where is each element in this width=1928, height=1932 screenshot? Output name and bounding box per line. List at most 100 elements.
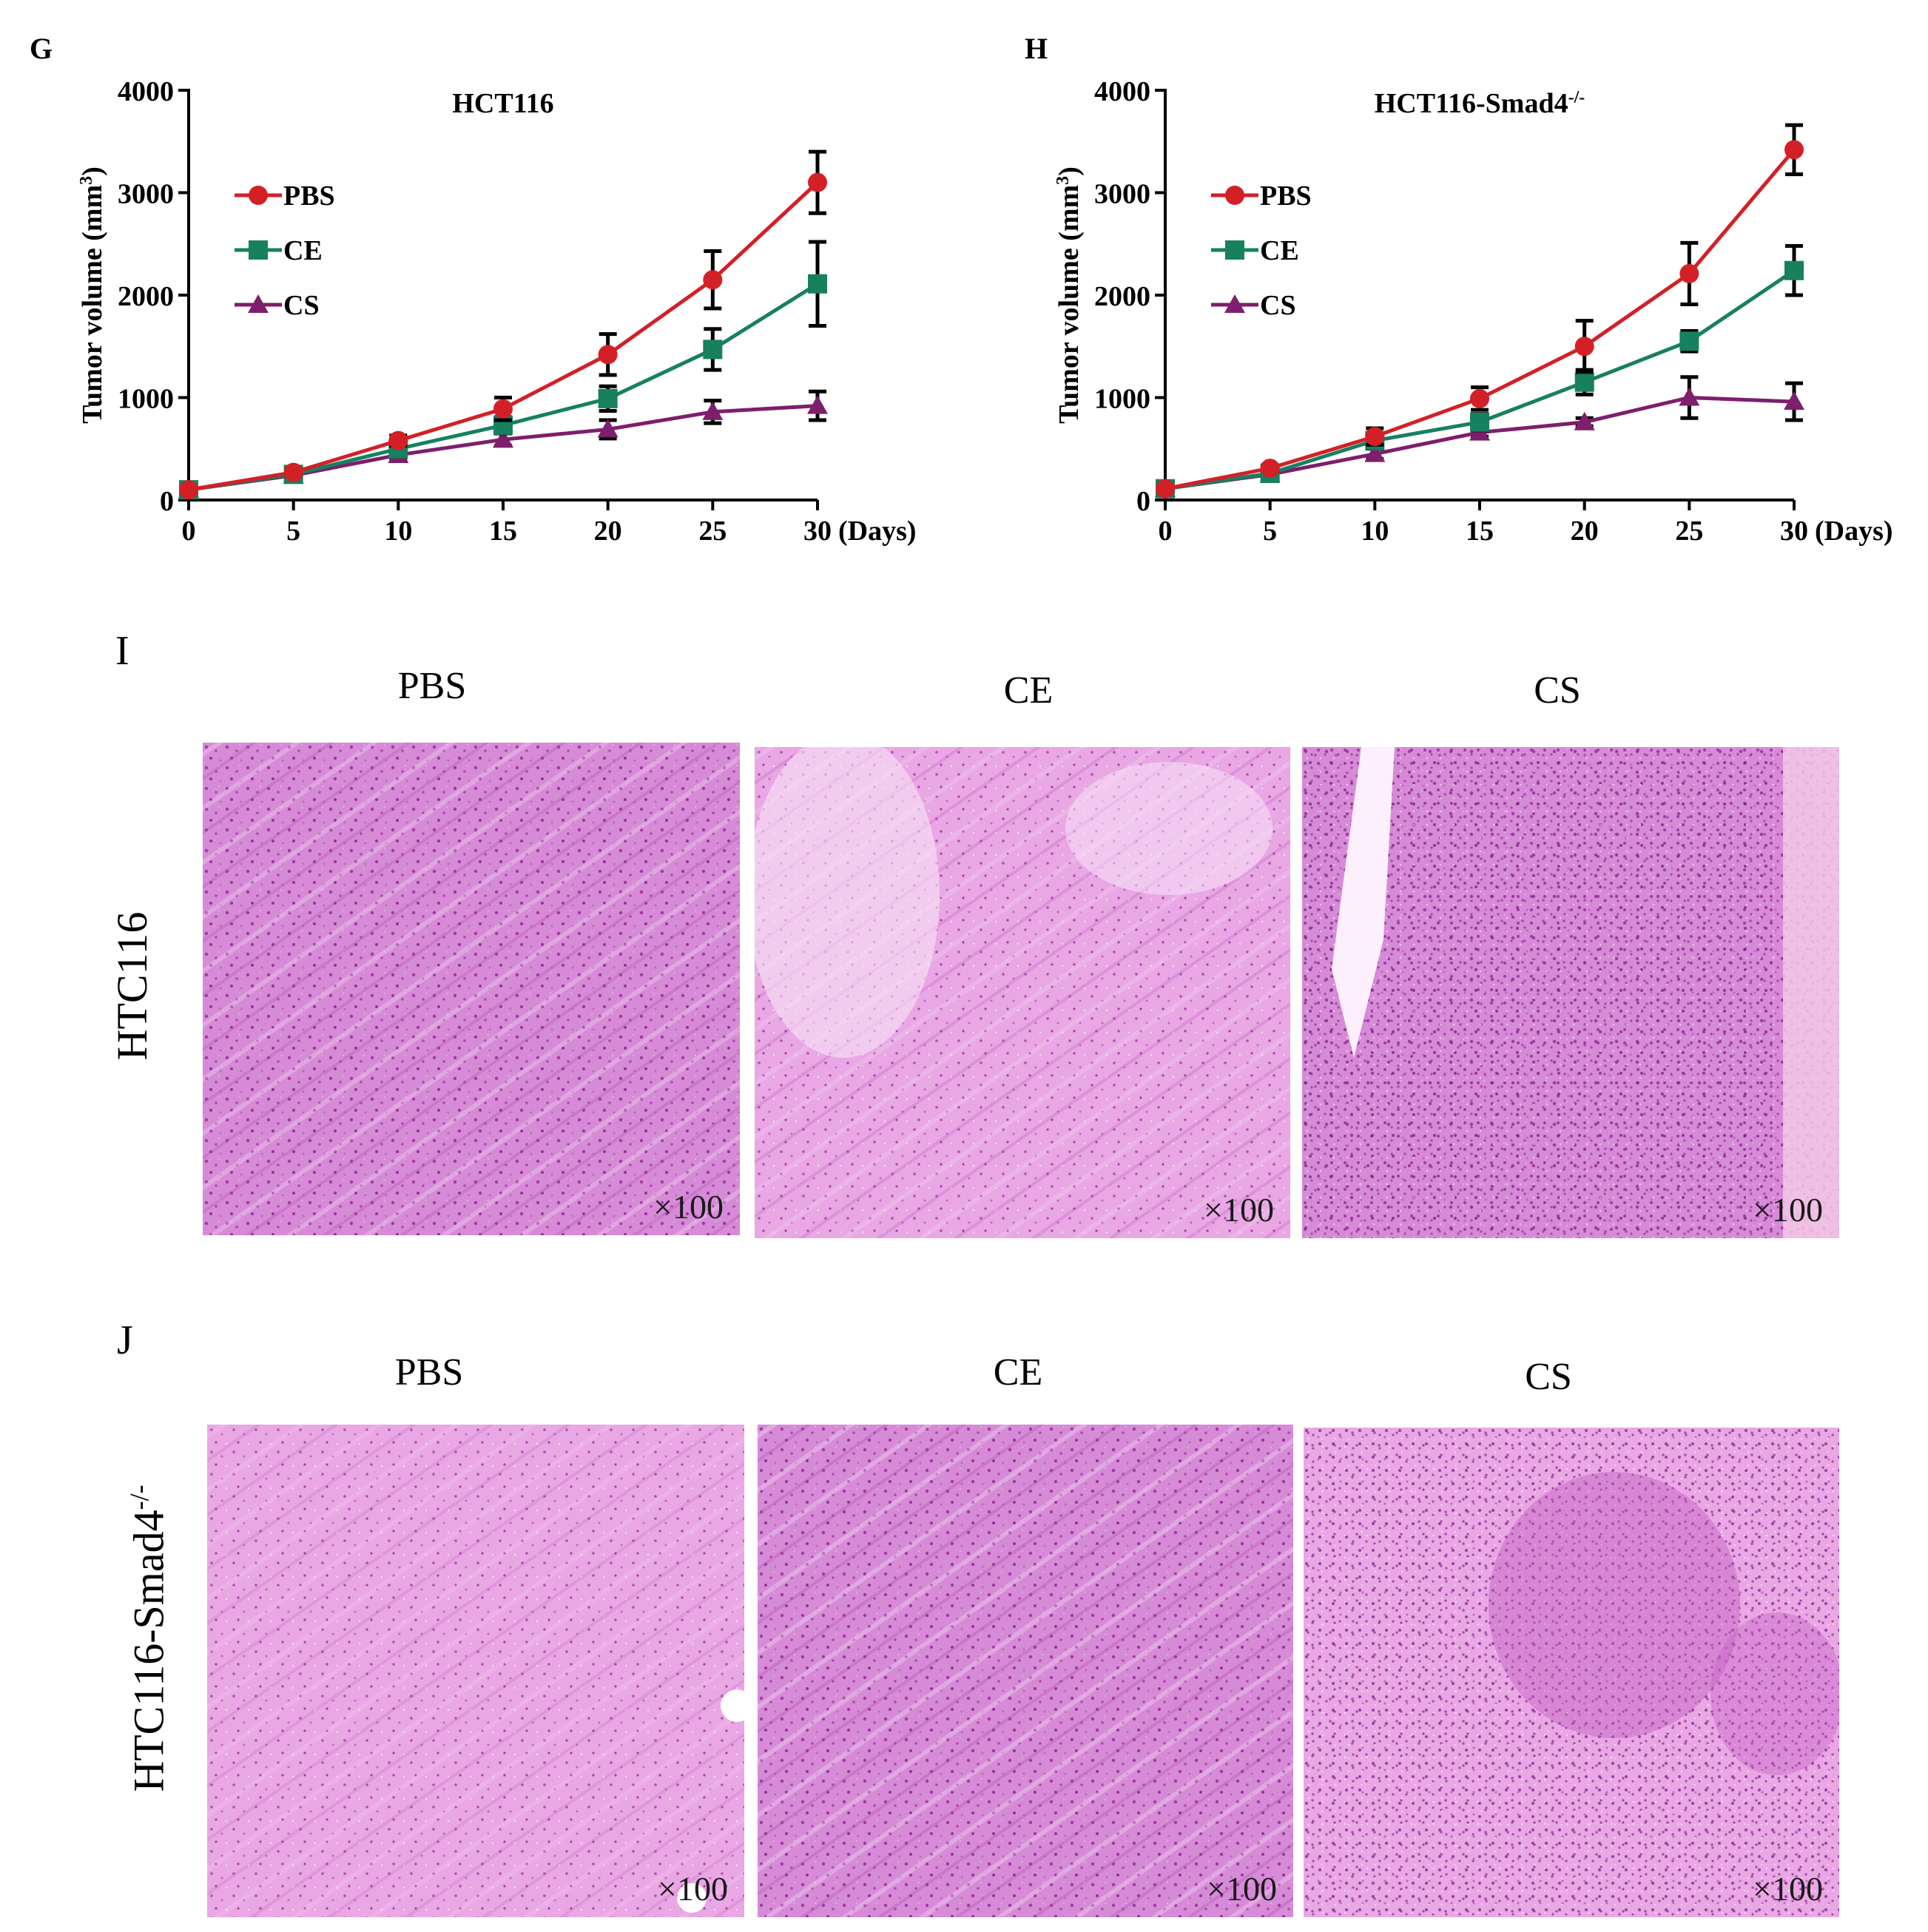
x-tick-label: 0 (182, 516, 196, 547)
data-point-cs (1364, 443, 1386, 462)
data-point-cs (702, 401, 724, 420)
x-tick-label: 30 (1780, 516, 1808, 547)
legend-marker-cs (1224, 294, 1245, 313)
y-tick-label: 1000 (1094, 384, 1150, 415)
column-title-cs-row1: CS (1534, 669, 1581, 712)
y-tick-label: 0 (160, 486, 174, 517)
panel-label-j: J (117, 1317, 133, 1363)
data-point-pbs (1784, 140, 1804, 160)
micrograph-texture (203, 743, 740, 1235)
data-point-pbs (283, 462, 303, 482)
data-point-cs (1679, 387, 1700, 406)
data-point-cs (493, 429, 513, 448)
y-tick-label: 3000 (1094, 179, 1150, 210)
chart-title: HCT116 (452, 88, 553, 119)
x-tick-label: 25 (1675, 516, 1703, 547)
y-axis-label-sup: 3 (77, 176, 96, 185)
x-tick-label: 0 (1159, 516, 1173, 547)
micrograph-htc116-ce: ×100 (755, 747, 1290, 1238)
micrograph-htc116-cs: ×100 (1302, 747, 1839, 1238)
micrograph-texture (1302, 747, 1839, 1238)
y-axis-label-text: Tumor volume (mm (1054, 185, 1085, 424)
y-tick-label: 2000 (1094, 281, 1150, 312)
y-tick-label: 2000 (118, 281, 174, 312)
data-point-pbs (1574, 337, 1594, 357)
micrograph-htc116-smad4-ce: ×100 (758, 1425, 1293, 1917)
legend-marker-cs (248, 294, 269, 313)
legend-marker-ce (1225, 240, 1244, 260)
y-axis-label-close: ) (1054, 166, 1085, 176)
y-axis-label-text: Tumor volume (mm (77, 185, 108, 424)
x-tick-label: 10 (1361, 516, 1389, 547)
micrograph-texture (207, 1425, 744, 1917)
data-point-cs (1574, 411, 1595, 430)
micrograph-htc116-smad4-cs: ×100 (1304, 1428, 1839, 1917)
x-tick-label: 20 (1571, 516, 1599, 547)
micrograph-texture (1304, 1428, 1839, 1917)
micrograph-texture (755, 747, 1290, 1238)
row-label-htc116-smad4: HTC116-Smad4-/- (124, 1485, 173, 1792)
tumor-volume-chart-hct116: 0 1000 2000 3000 4000 0 5 10 15 20 25 30 (Days) Tumor… (77, 76, 917, 547)
data-point-pbs (1156, 479, 1175, 499)
legend-label-pbs: PBS (1260, 180, 1312, 212)
data-point-ce (1784, 260, 1804, 280)
data-point-pbs (703, 270, 723, 290)
data-point-ce (1679, 331, 1699, 351)
series-pbs (179, 149, 827, 500)
panel-label-i: I (115, 628, 129, 674)
data-point-pbs (808, 172, 827, 192)
panel-label-h: H (1025, 32, 1048, 65)
column-title-ce-row1: CE (1003, 669, 1054, 712)
magnification-label: ×100 (653, 1188, 724, 1226)
chart-title-sup: -/- (1568, 88, 1585, 107)
data-point-pbs (493, 399, 513, 419)
legend-marker-pbs (1225, 186, 1244, 205)
y-tick-label: 3000 (118, 179, 174, 210)
y-tick-label: 4000 (1094, 76, 1150, 107)
magnification-label: ×100 (1753, 1191, 1823, 1229)
data-point-ce (1470, 412, 1489, 432)
legend-marker-ce (249, 240, 268, 260)
x-tick-label: 25 (698, 516, 727, 547)
legend-label-ce: CE (283, 235, 323, 266)
data-point-cs (597, 419, 618, 438)
chart-title-text: HCT116 (452, 88, 553, 119)
magnification-label: ×100 (1207, 1870, 1277, 1908)
data-point-ce (1574, 372, 1594, 392)
row-label-htc116: HTC116 (108, 911, 156, 1061)
y-axis-label: Tumor volume (mm3) (1054, 166, 1085, 424)
data-point-ce (703, 340, 723, 359)
x-tick-label: 5 (1263, 516, 1277, 547)
legend-label-ce: CE (1260, 235, 1299, 266)
data-point-pbs (598, 345, 618, 365)
data-point-cs (1784, 391, 1804, 411)
chart-title-text: HCT116-Smad4 (1375, 88, 1568, 119)
data-point-ce (808, 274, 827, 294)
data-point-pbs (1679, 263, 1699, 283)
legend-marker-pbs (249, 186, 268, 205)
magnification-label: ×100 (658, 1870, 728, 1908)
x-tick-label: 10 (384, 516, 412, 547)
micrograph-htc116-smad4-pbs: ×100 (207, 1425, 744, 1917)
x-tick-label: 15 (489, 516, 517, 547)
legend-label-cs: CS (283, 290, 320, 321)
tumor-volume-chart-hct116-smad4: 0 1000 2000 3000 4000 0 5 10 15 20 25 30 (Days) Tumor… (1054, 76, 1893, 547)
column-title-cs-row2: CS (1525, 1356, 1572, 1398)
series-ce (1156, 244, 1804, 499)
y-axis-label-sup: 3 (1054, 176, 1073, 185)
column-title-ce-row2: CE (993, 1351, 1043, 1394)
data-point-pbs (1470, 388, 1489, 408)
y-tick-label: 4000 (118, 76, 174, 107)
magnification-label: ×100 (1204, 1191, 1274, 1229)
data-point-pbs (179, 480, 198, 500)
x-tick-label: 20 (594, 516, 622, 547)
y-tick-label: 1000 (118, 384, 174, 415)
data-point-pbs (1365, 427, 1385, 447)
series-ce (179, 240, 827, 500)
y-tick-label: 0 (1136, 486, 1150, 517)
data-point-pbs (388, 430, 408, 450)
y-axis-label: Tumor volume (mm3) (77, 166, 108, 424)
series-pbs (1156, 123, 1804, 499)
x-axis-label: (Days) (838, 516, 917, 547)
x-tick-label: 5 (286, 516, 300, 547)
